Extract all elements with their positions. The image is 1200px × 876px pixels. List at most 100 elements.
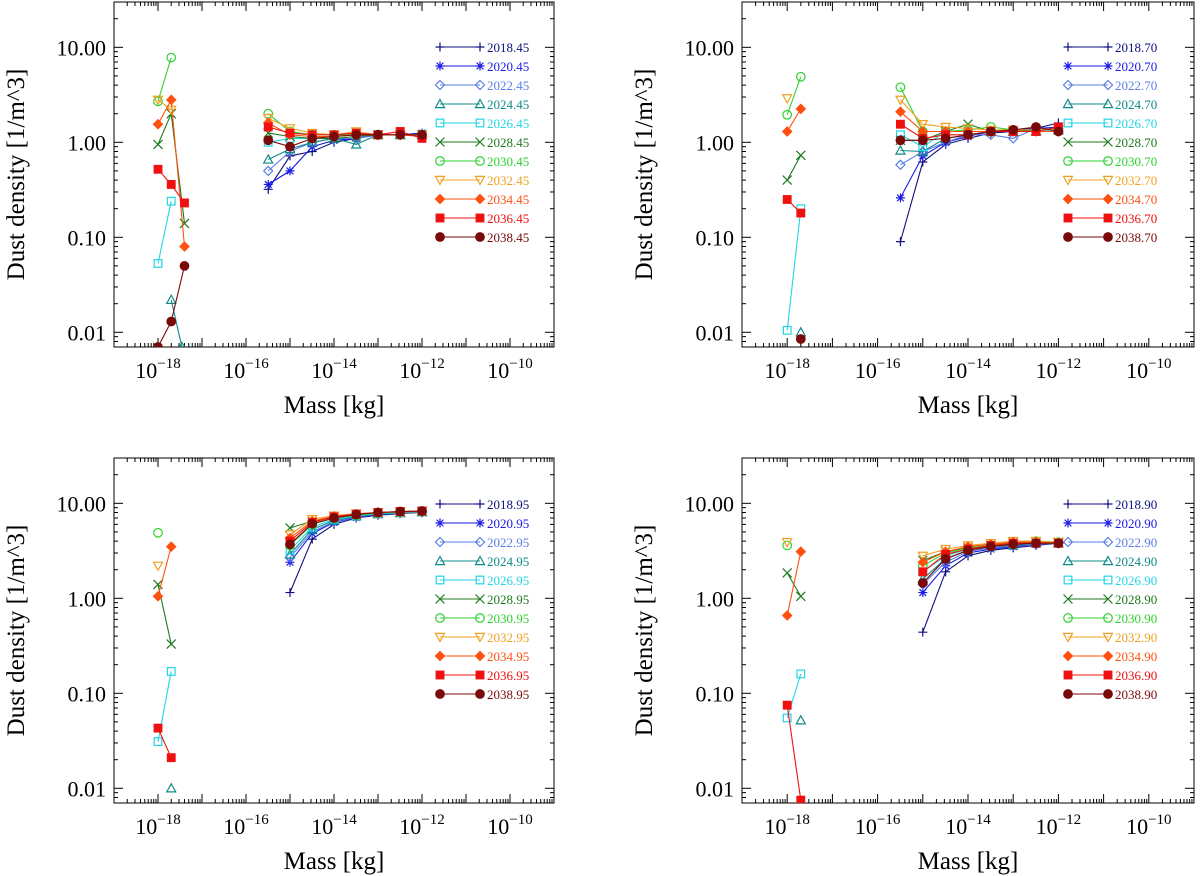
- legend-item: 2032.95: [434, 630, 529, 645]
- data-point: [782, 700, 792, 710]
- legend-label: 2030.95: [487, 611, 529, 626]
- data-point: [782, 175, 793, 186]
- data-point: [796, 208, 806, 218]
- legend-marker-start: [1063, 518, 1073, 528]
- legend-marker-start: [435, 499, 445, 509]
- legend-marker-start: [435, 518, 445, 528]
- legend-label: 2022.45: [487, 78, 529, 93]
- legend-marker-start: [1063, 213, 1073, 223]
- legend-label: 2026.95: [487, 573, 529, 588]
- legend-marker-start: [1063, 42, 1073, 52]
- legend-item: 2026.90: [1063, 573, 1157, 588]
- legend-marker-start: [435, 61, 445, 71]
- legend-marker-end: [1103, 156, 1113, 166]
- legend-marker-start: [1062, 555, 1074, 566]
- legend-marker-start: [434, 536, 446, 548]
- x-tick-label: 10−16: [223, 812, 269, 839]
- data-point: [795, 150, 806, 161]
- legend-item: 2022.95: [434, 535, 529, 550]
- legend-item: 2036.95: [435, 668, 529, 683]
- legend-item: 2026.45: [435, 116, 529, 131]
- legend-label: 2024.45: [487, 97, 529, 112]
- legend-marker-end: [1103, 137, 1113, 147]
- legend-marker-end: [1103, 518, 1113, 528]
- data-point: [795, 334, 806, 344]
- series-2036.45: [153, 122, 427, 208]
- data-point: [153, 723, 163, 733]
- legend-label: 2022.70: [1115, 78, 1157, 93]
- legend: 2018.95 2020.95 2022.95 2024.95 2026.95 2028.…: [434, 497, 529, 702]
- legend-marker-start: [435, 575, 445, 585]
- legend-marker-end: [475, 118, 485, 128]
- data-point: [896, 119, 905, 129]
- legend-item: 2030.70: [1063, 154, 1157, 169]
- x-axis-title: Mass [kg]: [284, 392, 385, 419]
- chart-panel-bottom-right: 10−18 10−16 10−14 10−12 10−10 0.01 0.10 1.00 10.…: [631, 457, 1195, 875]
- legend-marker-end: [1102, 536, 1114, 548]
- legend-marker-end: [475, 42, 485, 52]
- data-point: [1031, 122, 1041, 132]
- data-point: [285, 539, 295, 550]
- legend-marker-end: [475, 670, 485, 680]
- data-point: [284, 530, 296, 541]
- legend-item: 2032.45: [434, 173, 529, 188]
- legend-label: 2018.90: [1115, 497, 1157, 512]
- legend-marker-start: [435, 42, 445, 52]
- legend-item: 2026.95: [435, 573, 529, 588]
- data-point: [165, 541, 177, 552]
- series-2028.95: [153, 506, 427, 649]
- data-point: [152, 561, 164, 572]
- data-point: [781, 537, 793, 548]
- legend-marker-end: [475, 137, 485, 147]
- data-point: [795, 71, 806, 82]
- data-point: [894, 144, 906, 155]
- y-tick-label: 1.00: [68, 130, 107, 155]
- legend: 2018.90 2020.90 2022.90 2024.90 2026.90 2028.…: [1062, 497, 1157, 702]
- chart-panel-bottom-left: 10−18 10−16 10−14 10−12 10−10 0.01 0.10 1.00 10.…: [3, 457, 555, 875]
- legend-label: 2038.95: [487, 687, 529, 702]
- legend-marker-end: [1103, 499, 1113, 509]
- legend-marker-start: [1063, 61, 1073, 71]
- y-tick-label: 0.10: [68, 681, 107, 706]
- series-2038.95: [285, 506, 427, 550]
- legend-item: 2022.90: [1062, 535, 1157, 550]
- data-point: [781, 126, 793, 137]
- y-tick-label: 0.10: [696, 225, 735, 250]
- legend-marker-start: [1063, 689, 1073, 699]
- series-line: [786, 551, 802, 616]
- legend-label: 2034.45: [487, 192, 529, 207]
- data-point: [165, 294, 177, 304]
- data-point: [152, 95, 164, 106]
- x-tick-label: 10−14: [945, 812, 991, 839]
- data-point: [350, 138, 362, 149]
- legend-label: 2020.70: [1115, 59, 1157, 74]
- legend-item: 2028.95: [435, 592, 529, 607]
- data-point: [782, 713, 792, 723]
- legend-label: 2030.45: [487, 154, 529, 169]
- legend-label: 2036.95: [487, 668, 529, 683]
- legend-item: 2034.95: [434, 649, 529, 664]
- legend-marker-end: [1103, 613, 1113, 623]
- chart-panel-top-left: 10−18 10−16 10−14 10−12 10−10 0.01 0.10 1.00 10.…: [3, 1, 555, 419]
- legend-item: 2020.45: [435, 59, 529, 74]
- data-point: [153, 579, 163, 590]
- data-point: [166, 52, 177, 63]
- legend-item: 2032.90: [1062, 630, 1157, 645]
- legend-marker-end: [1103, 118, 1113, 128]
- series-group: [781, 71, 1064, 344]
- series-group: [152, 506, 428, 793]
- data-point: [795, 591, 806, 602]
- data-point: [153, 96, 163, 107]
- legend-item: 2034.90: [1062, 649, 1157, 664]
- legend-item: 2030.95: [435, 611, 529, 626]
- y-axis-title: Dust density [1/m^3]: [3, 525, 30, 737]
- legend-marker-end: [474, 536, 486, 548]
- legend-item: 2020.90: [1063, 516, 1157, 531]
- legend-marker-end: [1103, 594, 1113, 604]
- data-point: [1008, 539, 1019, 550]
- legend-marker-end: [475, 594, 485, 604]
- legend-marker-end: [475, 499, 485, 509]
- data-point: [917, 120, 929, 130]
- legend-marker-start: [1063, 670, 1073, 680]
- y-tick-label: 10.00: [57, 491, 107, 516]
